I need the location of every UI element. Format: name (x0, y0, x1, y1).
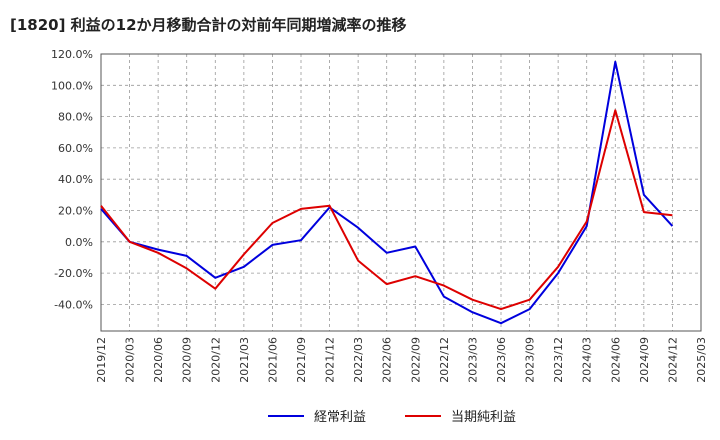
series-line-2 (100, 109, 673, 311)
x-tick-label: 2022/12 (438, 337, 451, 383)
y-tick-label: 40.0% (58, 173, 93, 186)
y-tick-label: 80.0% (58, 111, 93, 124)
x-tick-label: 2021/03 (238, 337, 251, 383)
y-tick-label: 0.0% (65, 236, 93, 249)
y-tick-label: 100.0% (51, 79, 93, 92)
x-tick-label: 2020/06 (152, 337, 165, 383)
x-tick-label: 2023/03 (466, 337, 479, 383)
legend: 経常利益 当期純利益 (268, 410, 516, 425)
y-axis-ticks: 120.0% 100.0% 80.0% 60.0% 40.0% 20.0% 0.0% -20.… (51, 48, 93, 311)
y-tick-label: 60.0% (58, 142, 93, 155)
x-tick-label: 2022/03 (352, 337, 365, 383)
x-tick-label: 2024/12 (666, 337, 679, 383)
series-line-1 (100, 60, 674, 325)
y-tick-label: 20.0% (58, 204, 93, 217)
x-tick-label: 2023/09 (524, 337, 537, 383)
x-tick-label: 2021/06 (266, 337, 279, 383)
chart-title: [1820] 利益の12か月移動合計の対前年同期増減率の推移 (10, 16, 407, 34)
x-tick-label: 2020/09 (181, 337, 194, 383)
x-tick-label: 2020/03 (124, 337, 137, 383)
x-tick-label: 2021/09 (295, 337, 308, 383)
y-tick-label: -40.0% (54, 298, 93, 311)
legend-label-1: 経常利益 (314, 410, 366, 425)
x-tick-label: 2024/06 (609, 337, 622, 383)
x-tick-label: 2023/06 (495, 337, 508, 383)
grid-layer (101, 53, 701, 331)
plot-frame (100, 53, 702, 332)
legend-label-2: 当期純利益 (451, 410, 516, 425)
x-tick-label: 2019/12 (95, 337, 108, 383)
x-axis-ticks: 2019/12 2020/03 2020/06 2020/09 2020/12 2021/… (95, 337, 708, 383)
x-tick-label: 2020/12 (209, 337, 222, 383)
series-layer (100, 60, 674, 325)
x-tick-label: 2023/12 (552, 337, 565, 383)
x-tick-label: 2022/09 (409, 337, 422, 383)
y-tick-label: 120.0% (51, 48, 93, 61)
x-tick-label: 2025/03 (695, 337, 708, 383)
x-tick-label: 2022/06 (381, 337, 394, 383)
y-tick-label: -20.0% (54, 267, 93, 280)
x-tick-label: 2024/09 (638, 337, 651, 383)
x-tick-label: 2024/03 (581, 337, 594, 383)
x-tick-label: 2021/12 (324, 337, 337, 383)
